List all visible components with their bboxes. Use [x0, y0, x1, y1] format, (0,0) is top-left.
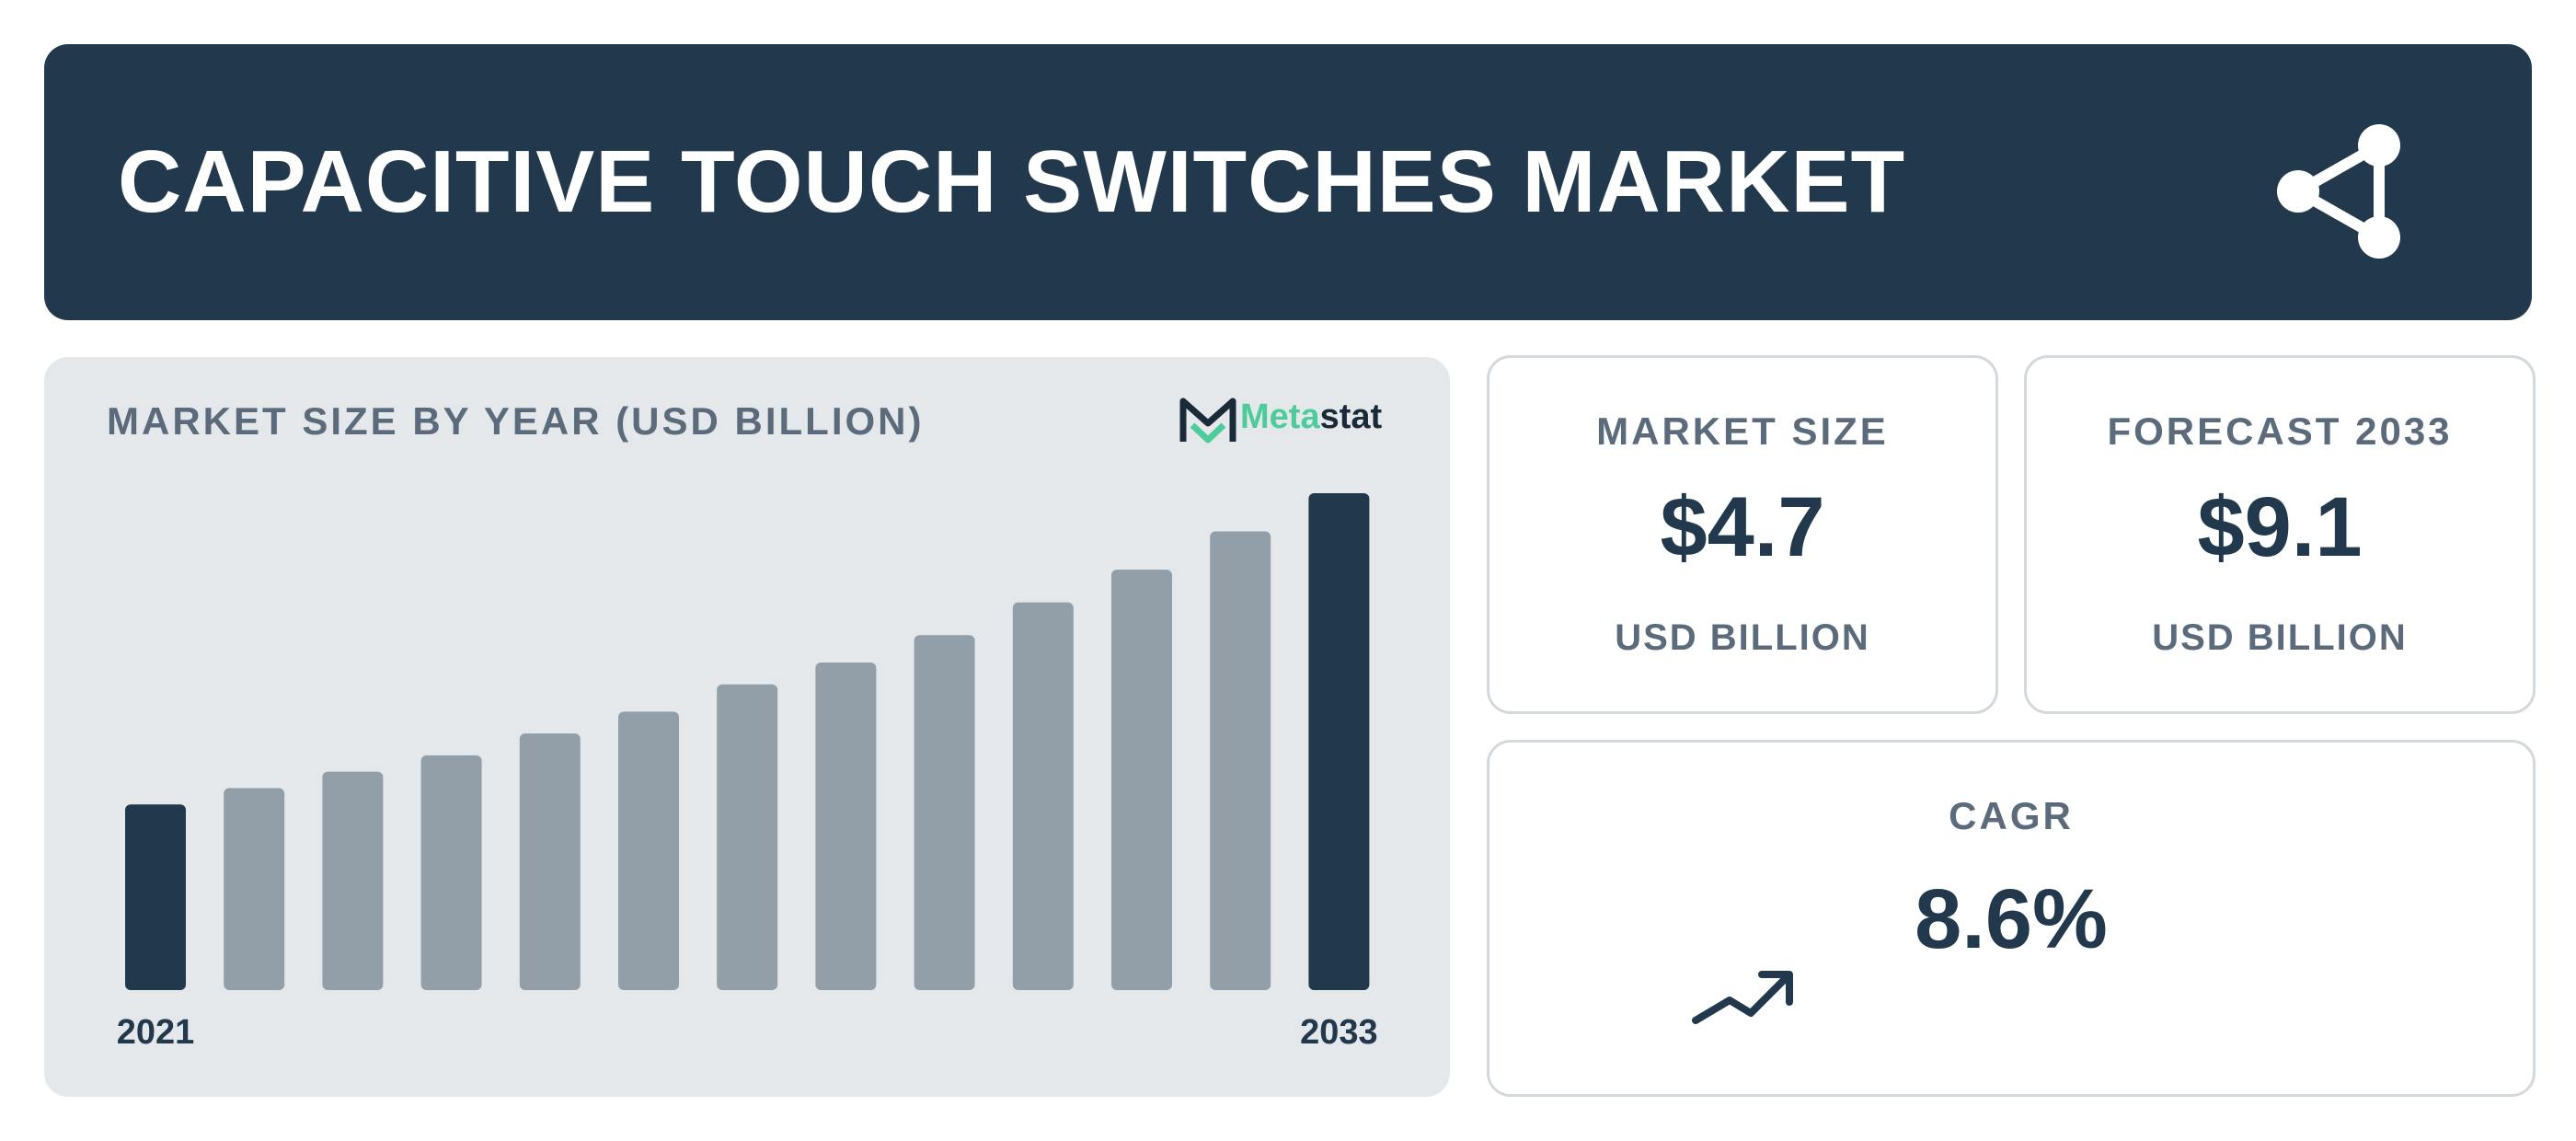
share-icon[interactable] — [2271, 122, 2409, 260]
trend-up-icon — [1692, 971, 1793, 1024]
logo-text: Metastat — [1240, 398, 1382, 437]
x-tick-label-2021: 2021 — [117, 1013, 195, 1052]
bar-2027 — [717, 684, 778, 990]
forecast-label: FORECAST 2033 — [2107, 409, 2453, 453]
bar-2031 — [1111, 570, 1172, 990]
forecast-card: FORECAST 2033 $9.1 USD BILLION — [2024, 355, 2536, 714]
logo-text-meta: Meta — [1240, 398, 1320, 436]
market-size-value: $4.7 — [1660, 480, 1825, 574]
market-size-unit: USD BILLION — [1615, 617, 1870, 658]
bar-2025 — [519, 733, 581, 990]
market-size-chart-card: MARKET SIZE BY YEAR (USD BILLION) Metast… — [44, 357, 1450, 1097]
forecast-value: $9.1 — [2197, 480, 2363, 574]
bar-2026 — [618, 711, 679, 990]
page-title: CAPACITIVE TOUCH SWITCHES MARKET — [118, 133, 1906, 231]
header-banner: CAPACITIVE TOUCH SWITCHES MARKET — [44, 44, 2532, 320]
bar-chart: 2021 2033 — [117, 493, 1378, 1052]
bar-2032 — [1210, 531, 1271, 990]
bar-2029 — [914, 635, 975, 990]
chart-title: MARKET SIZE BY YEAR (USD BILLION) — [107, 399, 925, 443]
bar-2028 — [815, 662, 877, 990]
market-size-card: MARKET SIZE $4.7 USD BILLION — [1487, 355, 1998, 714]
bar-2022 — [224, 788, 285, 990]
bar-2024 — [420, 755, 482, 990]
bar-2033 — [1308, 493, 1370, 990]
metastat-logo-mark — [1179, 398, 1236, 444]
bar-2021 — [125, 804, 186, 990]
market-size-label: MARKET SIZE — [1596, 409, 1889, 453]
logo-text-stat: stat — [1319, 398, 1383, 436]
bar-2023 — [322, 771, 384, 990]
cagr-card: CAGR 8.6% — [1487, 740, 2536, 1097]
x-tick-label-2033: 2033 — [1300, 1013, 1378, 1052]
forecast-unit: USD BILLION — [2152, 617, 2408, 658]
cagr-label: CAGR — [1949, 794, 2074, 837]
cagr-value: 8.6% — [1915, 872, 2108, 966]
bar-2030 — [1012, 602, 1074, 990]
